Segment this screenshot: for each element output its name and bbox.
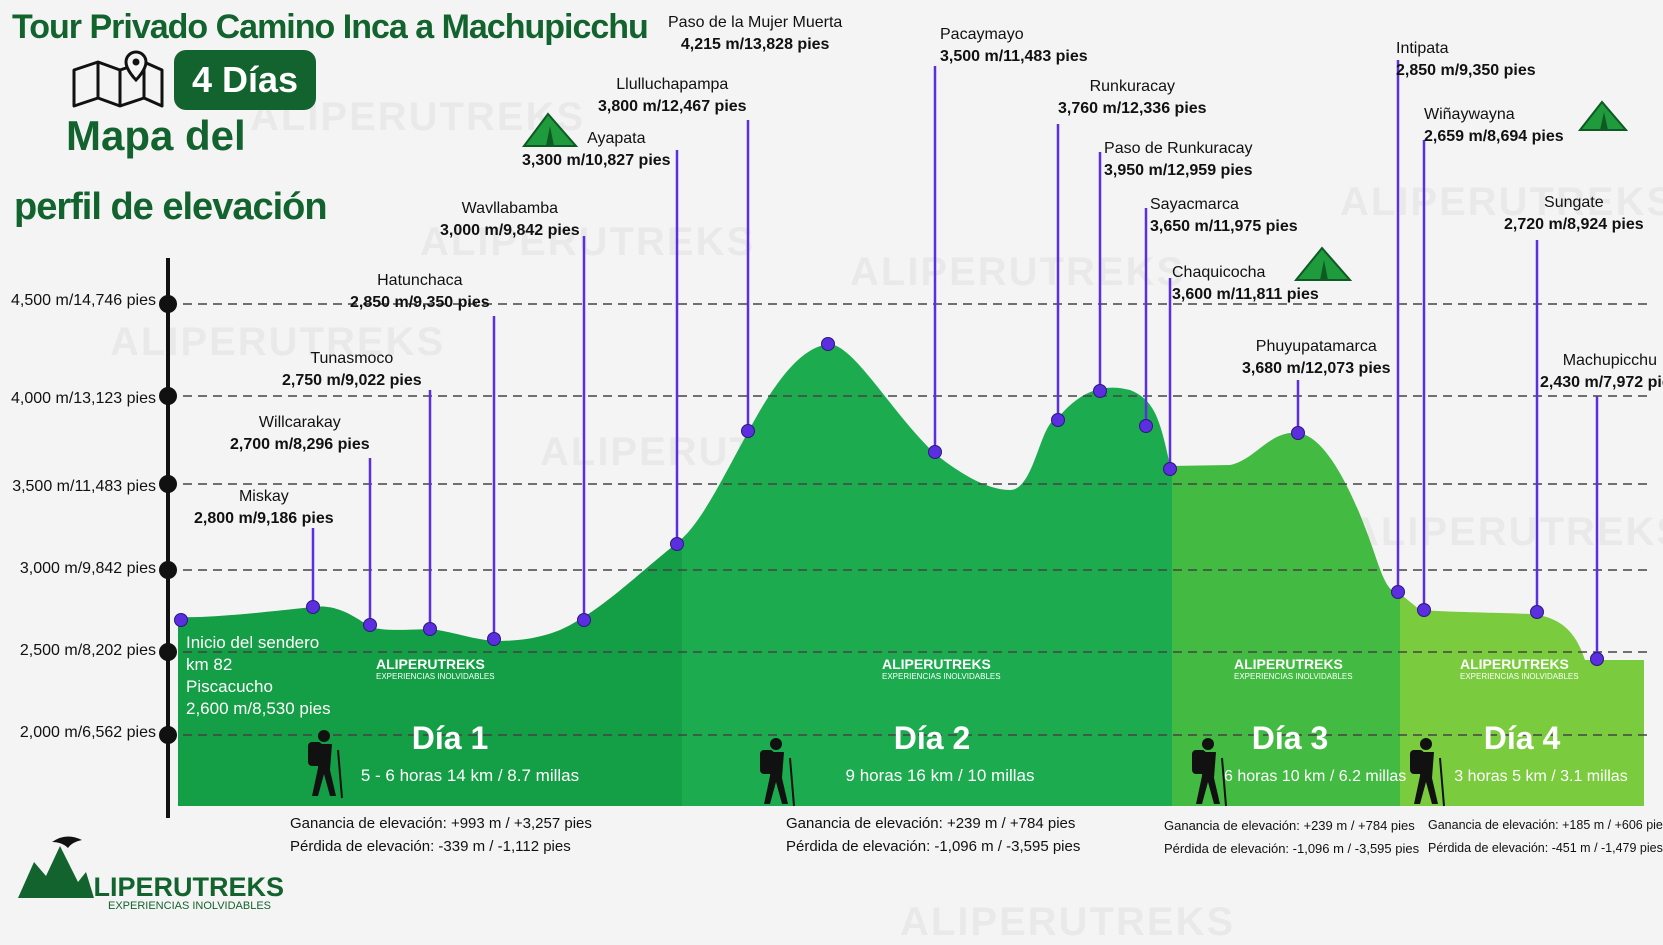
day-2-elevation-stats: Ganancia de elevación: +239 m / +784 pie… <box>786 815 1081 855</box>
waypoint-pacaymayo: Pacaymayo 3,500 m/11,483 pies <box>940 26 1088 65</box>
waypoint-marker <box>1291 426 1305 440</box>
trail-start-label: Inicio del sendero km 82 Piscacucho 2,60… <box>186 633 331 718</box>
tent-icon <box>1577 100 1629 131</box>
waypoint-marker <box>928 445 942 459</box>
waypoint-llulluchapampa: Llulluchapampa 3,800 m/12,467 pies <box>598 76 747 115</box>
watermark: ALIPERUTREKS <box>1350 510 1663 555</box>
day-4-title: Día 4 <box>1483 720 1561 756</box>
watermark: ALIPERUTREKS <box>420 220 755 265</box>
waypoint-wavllabamba: Wavllabamba 3,000 m/9,842 pies <box>440 200 580 239</box>
tent-icon <box>522 112 579 147</box>
waypoint-hatunchaca: Hatunchaca 2,850 m/9,350 pies <box>350 272 490 311</box>
hiker-icon <box>1192 738 1227 807</box>
y-axis-label: 2,000 m/6,562 pies <box>19 724 156 741</box>
y-axis-label: 3,500 m/11,483 pies <box>12 478 156 495</box>
y-axis-label: 3,000 m/9,842 pies <box>19 560 156 577</box>
day-3-info: 6 horas 10 km / 6.2 millas <box>1224 768 1407 785</box>
brand-logo-inline: ALIPERUTREKS EXPERIENCIAS INOLVIDABLES <box>376 656 495 681</box>
page-subtitle-2: perfil de elevación <box>14 186 328 228</box>
page-subtitle: Mapa del <box>66 112 246 159</box>
tent-icon <box>1293 246 1353 281</box>
waypoint-marker <box>1417 603 1431 617</box>
waypoint-paso-runkuracay: Paso de Runkuracay 3,950 m/12,959 pies <box>1104 140 1253 179</box>
day-2-title: Día 2 <box>893 720 971 756</box>
y-axis-tick <box>159 561 177 579</box>
y-axis-tick <box>159 643 177 661</box>
waypoint-marker <box>741 424 755 438</box>
waypoint-chaquicocha: Chaquicocha 3,600 m/11,811 pies <box>1172 264 1319 303</box>
brand-name: ALIPERUTREKS <box>74 872 285 902</box>
waypoint-miskay: Miskay 2,800 m/9,186 pies <box>194 488 334 527</box>
y-axis-tick <box>159 295 177 313</box>
waypoint-marker <box>821 337 835 351</box>
hiker-icon <box>1410 738 1445 807</box>
day-4-elevation-stats: Ganancia de elevación: +185 m / +606 pie… <box>1428 818 1663 855</box>
waypoint-winaywayna: Wiñaywayna 2,659 m/8,694 pies <box>1424 106 1564 145</box>
brand-tagline: EXPERIENCIAS INOLVIDABLES <box>108 900 272 912</box>
waypoint-tunasmoco: Tunasmoco 2,750 m/9,022 pies <box>282 350 422 389</box>
brand-logo-inline: ALIPERUTREKS EXPERIENCIAS INOLVIDABLES <box>882 656 1001 681</box>
waypoint-marker <box>1590 652 1604 666</box>
waypoint-marker <box>1530 605 1544 619</box>
day-1-elevation-stats: Ganancia de elevación: +993 m / +3,257 p… <box>290 815 592 855</box>
brand-logo-inline: ALIPERUTREKS EXPERIENCIAS INOLVIDABLES <box>1460 656 1579 681</box>
hiker-icon <box>308 730 343 799</box>
day-3-elevation-stats: Ganancia de elevación: +239 m / +784 pie… <box>1164 818 1420 856</box>
day-3-title: Día 3 <box>1251 720 1329 756</box>
waypoint-paso-mujer-muerta: Paso de la Mujer Muerta 4,215 m/13,828 pi… <box>668 14 843 53</box>
hiker-icon <box>760 738 795 807</box>
y-axis-tick <box>159 726 177 744</box>
waypoint-marker <box>423 622 437 636</box>
waypoint-marker <box>577 613 591 627</box>
brand-logo-inline: ALIPERUTREKS EXPERIENCIAS INOLVIDABLES <box>1234 656 1353 681</box>
map-pin-icon <box>72 50 164 108</box>
waypoint-marker <box>174 613 188 627</box>
y-axis-tick <box>159 475 177 493</box>
y-axis-label: 4,500 m/14,746 pies <box>11 292 156 309</box>
waypoint-willcarakay: Willcarakay 2,700 m/8,296 pies <box>230 414 370 453</box>
waypoint-marker <box>1391 585 1405 599</box>
y-axis-label: 2,500 m/8,202 pies <box>19 642 156 659</box>
watermark: ALIPERUTREKS <box>900 900 1235 945</box>
day-2-info: 9 horas 16 km / 10 millas <box>845 766 1035 785</box>
watermark: ALIPERUTREKS <box>1340 180 1663 225</box>
waypoint-marker <box>1163 462 1177 476</box>
waypoint-sungate: Sungate 2,720 m/8,924 pies <box>1504 194 1644 233</box>
waypoint-sayacmarca: Sayacmarca 3,650 m/11,975 pies <box>1150 196 1298 235</box>
day-1-info: 5 - 6 horas 14 km / 8.7 millas <box>360 766 580 785</box>
days-badge: 4 Días <box>174 50 316 110</box>
watermark: ALIPERUTREKS <box>110 320 445 365</box>
day-1-title: Día 1 <box>411 720 489 756</box>
watermark: ALIPERUTREKS <box>850 250 1185 295</box>
waypoint-marker <box>363 618 377 632</box>
waypoint-marker <box>670 537 684 551</box>
y-axis-label: 4,000 m/13,123 pies <box>11 390 156 407</box>
waypoint-phuyupatamarca: Phuyupatamarca 3,680 m/12,073 pies <box>1242 338 1391 377</box>
page-title: Tour Privado Camino Inca a Machupicchu <box>12 8 649 46</box>
waypoint-marker <box>306 600 320 614</box>
waypoint-marker <box>487 632 501 646</box>
waypoint-intipata: Intipata 2,850 m/9,350 pies <box>1396 40 1536 79</box>
brand-logo-icon <box>18 836 94 898</box>
y-axis-tick <box>159 387 177 405</box>
waypoint-marker <box>1051 413 1065 427</box>
day-4-info: 3 horas 5 km / 3.1 millas <box>1454 768 1628 785</box>
waypoint-ayapata: Ayapata 3,300 m/10,827 pies <box>522 130 671 169</box>
waypoint-marker <box>1093 384 1107 398</box>
waypoint-runkuracay: Runkuracay 3,760 m/12,336 pies <box>1058 78 1207 117</box>
waypoint-marker <box>1139 419 1153 433</box>
